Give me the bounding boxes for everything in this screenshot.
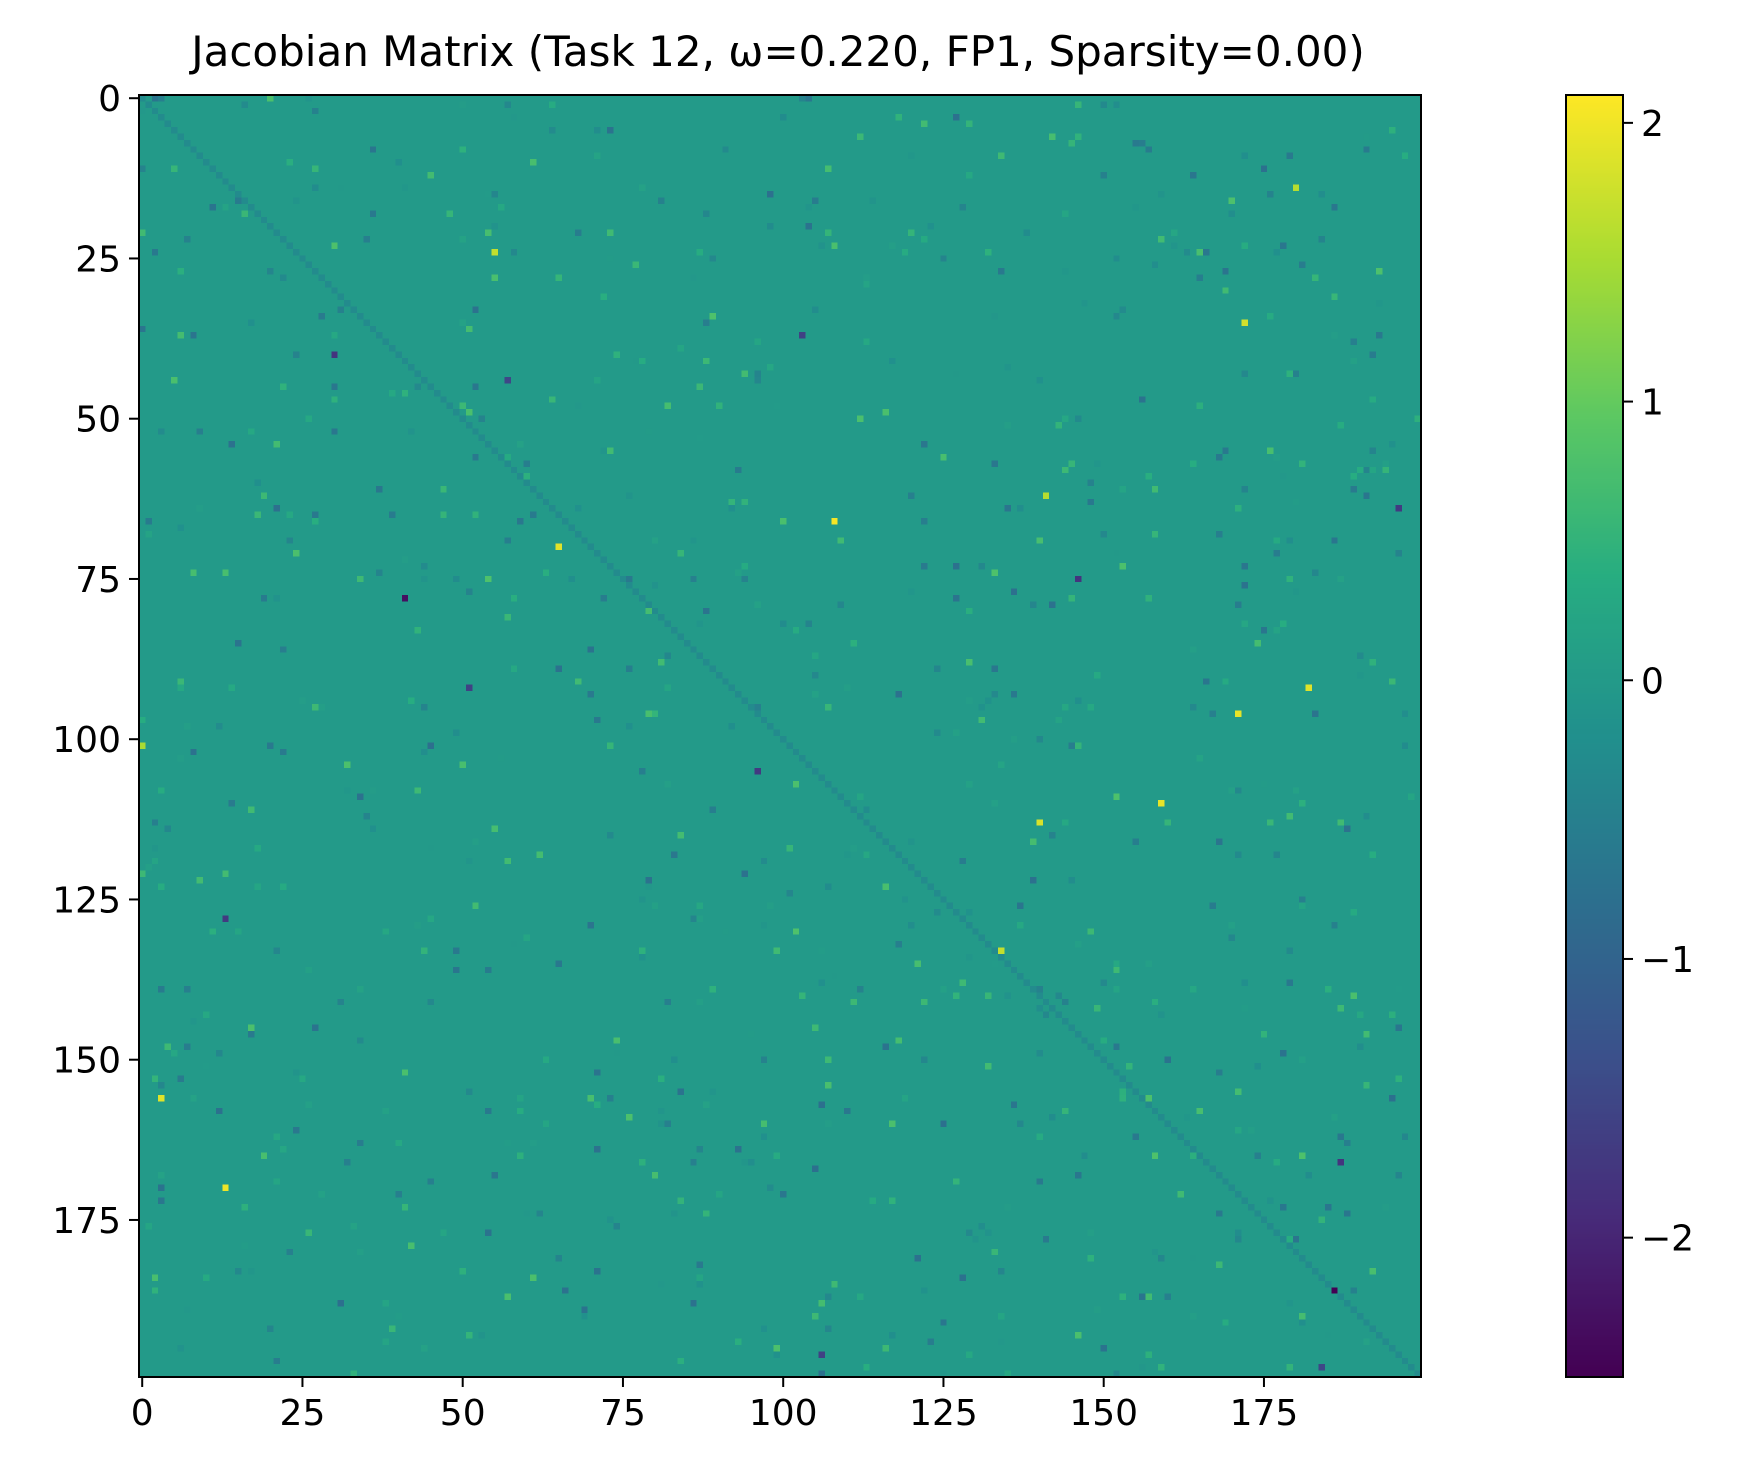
chart-title: Jacobian Matrix (Task 12, ω=0.220, FP1, …: [188, 27, 1365, 76]
plot-frame: [138, 94, 1422, 1378]
colorbar-tick-label: −2: [1641, 1219, 1694, 1260]
x-tick-label: 125: [909, 1393, 978, 1434]
y-tick-label: 125: [52, 880, 121, 921]
y-tick-label: 150: [52, 1041, 121, 1082]
y-tick-label: 50: [75, 400, 121, 441]
x-axis: 0 25 50 75 100 125 150 175: [131, 1377, 1299, 1434]
colorbar-tick-label: −1: [1641, 940, 1694, 981]
y-tick-label: 175: [52, 1201, 121, 1242]
colorbar-frame: [1565, 94, 1624, 1378]
x-tick-label: 100: [749, 1393, 818, 1434]
y-tick-label: 75: [75, 560, 121, 601]
x-tick-label: 150: [1069, 1393, 1138, 1434]
x-tick-label: 25: [280, 1393, 326, 1434]
colorbar-tick-label: 0: [1641, 661, 1664, 702]
heatmap-image: [139, 95, 1421, 1377]
colorbar: 2 1 0 −1 −2: [1565, 94, 1694, 1378]
y-tick-label: 100: [52, 720, 121, 761]
y-axis: 0 25 50 75 100 125 150 175: [52, 79, 139, 1242]
colorbar-gradient: [1566, 95, 1623, 1377]
colorbar-ticks: 2 1 0 −1 −2: [1623, 104, 1694, 1260]
colorbar-tick-label: 2: [1641, 104, 1664, 145]
x-tick-label: 50: [440, 1393, 486, 1434]
x-tick-label: 0: [131, 1393, 154, 1434]
y-tick-label: 25: [75, 239, 121, 280]
heatmap-plot-area: [138, 94, 1422, 1378]
x-tick-label: 75: [600, 1393, 646, 1434]
y-tick-label: 0: [98, 79, 121, 120]
x-tick-label: 175: [1230, 1393, 1299, 1434]
colorbar-tick-label: 1: [1641, 383, 1664, 424]
